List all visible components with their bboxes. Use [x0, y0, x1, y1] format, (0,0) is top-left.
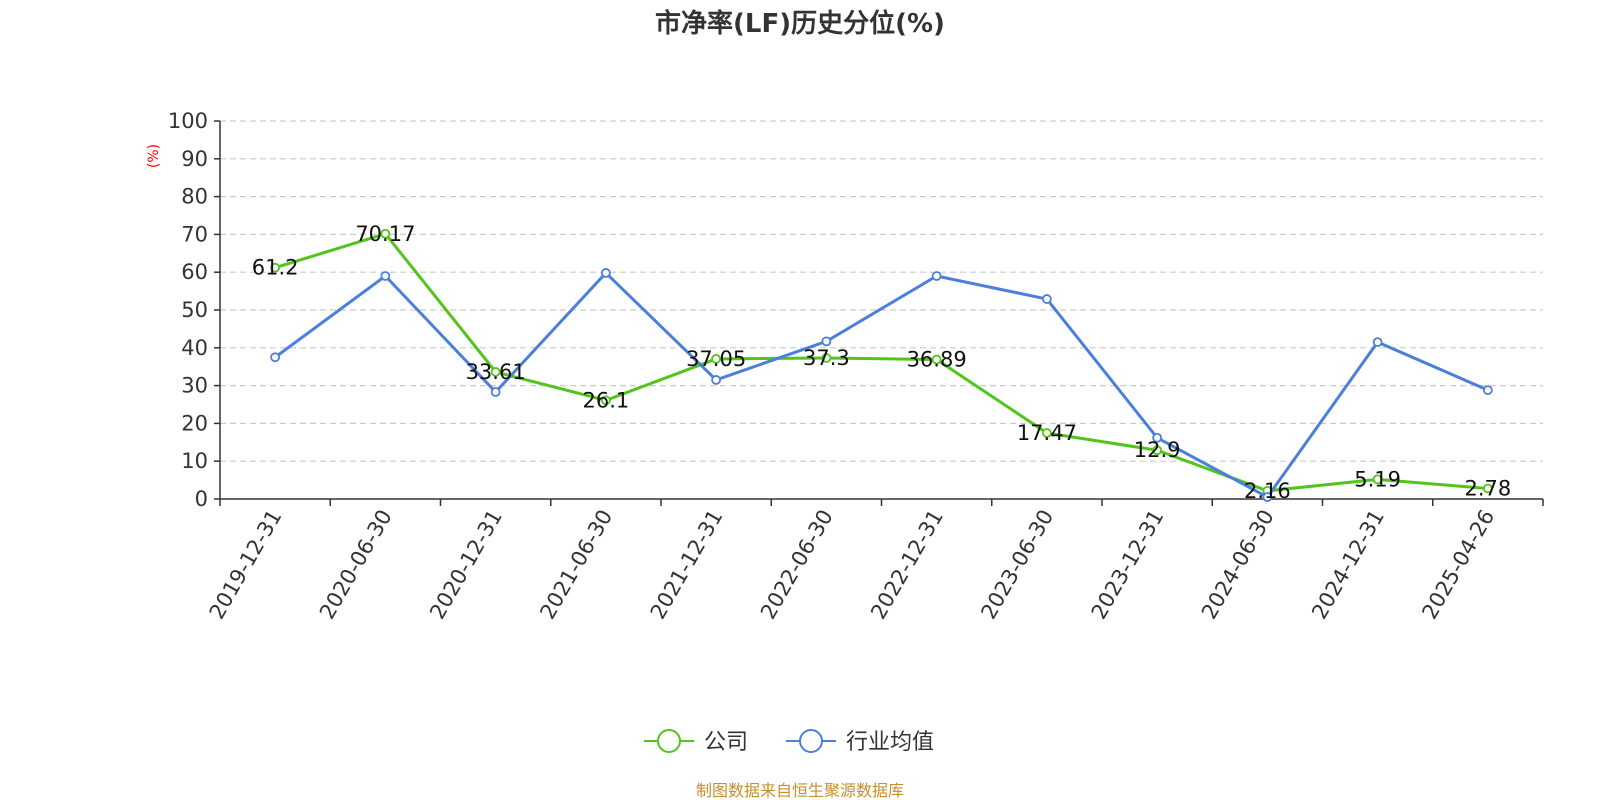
y-tick-label: 0	[195, 487, 208, 511]
chart-title: 市净率(LF)历史分位(%)	[655, 8, 945, 39]
legend-label: 行业均值	[846, 730, 934, 755]
legend-item-company[interactable]: 公司	[644, 729, 748, 755]
data-point[interactable]	[490, 387, 501, 397]
series-line-industry-average	[274, 271, 1489, 499]
data-point[interactable]	[380, 271, 391, 281]
data-point[interactable]	[1372, 337, 1383, 348]
data-point[interactable]	[1482, 483, 1493, 494]
series-line-company	[274, 232, 1488, 493]
legend[interactable]: 公司 行业均值	[644, 729, 934, 755]
x-tick-label: 2022-06-30	[756, 506, 838, 624]
data-point[interactable]	[1152, 432, 1163, 443]
legend-marker	[657, 729, 681, 753]
data-point[interactable]	[821, 336, 832, 347]
x-tick-label: 2019-12-31	[205, 506, 287, 624]
data-labels: 61.2 70.17 33.61 26.1 37.05 37.3 36.89 17.47 12.…	[252, 222, 1512, 503]
legend-marker	[799, 729, 823, 753]
data-point[interactable]	[1041, 428, 1052, 438]
y-tick-label: 50	[181, 298, 208, 322]
x-tick-label: 2020-06-30	[315, 506, 397, 624]
x-tick-label: 2023-06-30	[976, 506, 1058, 624]
y-tick-label: 40	[181, 336, 208, 360]
data-label: 33.61	[466, 360, 526, 384]
y-tick-label: 100	[168, 109, 208, 133]
grid-lines	[220, 120, 1543, 462]
data-point[interactable]	[1262, 492, 1273, 503]
data-label: 12.9	[1134, 438, 1181, 462]
x-tick-label: 2021-12-31	[646, 506, 728, 624]
y-tick-label: 70	[181, 222, 208, 246]
data-point[interactable]	[711, 354, 722, 364]
data-point[interactable]	[1372, 474, 1383, 485]
data-label: 36.89	[907, 348, 967, 372]
data-point[interactable]	[490, 367, 501, 377]
x-tick-label: 2023-12-31	[1087, 506, 1169, 624]
data-label: 17.47	[1017, 421, 1077, 445]
y-tick-label: 30	[181, 374, 208, 398]
data-point[interactable]	[931, 354, 942, 365]
y-tick-label: 80	[181, 185, 208, 209]
legend-label: 公司	[704, 730, 748, 755]
y-tick-label: 20	[181, 411, 208, 435]
data-point[interactable]	[711, 375, 722, 385]
data-point[interactable]	[270, 352, 281, 363]
y-tick-label: 10	[181, 449, 208, 473]
axes: 0 10 20 30 40 50 60 70 80 90 100 2019-12-31 2020-06-…	[168, 109, 1544, 624]
data-label: 70.17	[355, 222, 415, 246]
data-label: 37.05	[686, 347, 746, 371]
data-point[interactable]	[600, 268, 611, 278]
data-point[interactable]	[600, 395, 611, 406]
data-point[interactable]	[1482, 385, 1493, 396]
y-tick-label: 60	[181, 260, 208, 284]
series-layer	[270, 228, 1493, 503]
x-tick-label: 2024-12-31	[1307, 506, 1389, 624]
legend-item-industry-average[interactable]: 行业均值	[786, 729, 934, 755]
data-point[interactable]	[1152, 445, 1163, 456]
data-label: 61.2	[252, 256, 299, 280]
data-point[interactable]	[1041, 294, 1052, 304]
data-label: 5.19	[1354, 467, 1401, 491]
data-label: 2.78	[1464, 476, 1511, 500]
data-point[interactable]	[931, 271, 942, 281]
x-tick-label: 2024-06-30	[1197, 506, 1279, 624]
x-tick-label: 2022-12-31	[866, 506, 948, 624]
data-label: 26.1	[582, 388, 629, 412]
data-label: 37.3	[803, 346, 850, 370]
data-point[interactable]	[380, 228, 391, 239]
x-tick-label: 2021-06-30	[535, 506, 617, 624]
data-point[interactable]	[821, 353, 832, 363]
y-tick-label: 90	[181, 147, 208, 171]
data-point[interactable]	[270, 262, 281, 273]
data-label: 2.16	[1244, 479, 1291, 503]
x-tick-label: 2025-04-26	[1417, 506, 1499, 624]
source-note: 制图数据来自恒生聚源数据库	[696, 781, 904, 800]
x-tick-label: 2020-12-31	[425, 506, 507, 624]
y-axis-label: (%)	[146, 144, 162, 168]
